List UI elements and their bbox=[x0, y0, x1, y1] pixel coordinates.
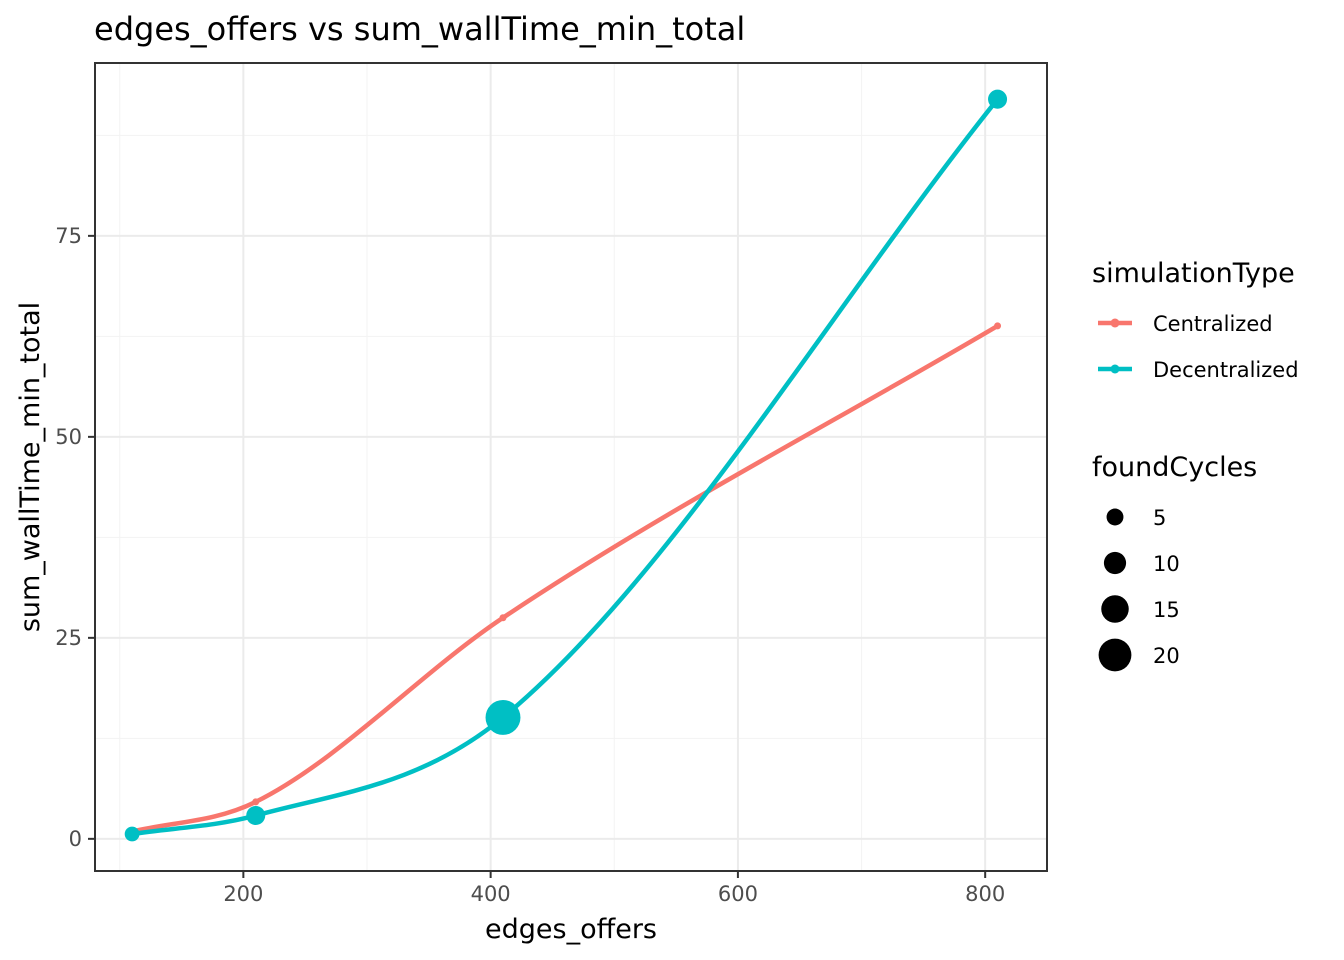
data-point bbox=[246, 806, 266, 826]
data-point bbox=[988, 89, 1008, 109]
data-point bbox=[252, 798, 260, 806]
legend-title: simulationType bbox=[1092, 258, 1295, 289]
x-axis: 200 400 600 800 bbox=[223, 871, 1005, 906]
series-decentralized bbox=[124, 89, 1008, 842]
legend-size-point bbox=[1101, 595, 1129, 623]
legend-label: 5 bbox=[1153, 506, 1166, 530]
x-tick-label: 600 bbox=[718, 882, 758, 906]
plot-grid bbox=[95, 63, 1047, 871]
legend-label: 20 bbox=[1153, 644, 1180, 668]
x-axis-title: edges_offers bbox=[485, 914, 657, 945]
legend-label: 15 bbox=[1153, 598, 1180, 622]
legend-label: Centralized bbox=[1153, 312, 1273, 336]
legend-title: foundCycles bbox=[1092, 452, 1257, 483]
data-point bbox=[994, 322, 1002, 330]
legend-size-point bbox=[1103, 551, 1127, 575]
legend-key-point bbox=[1110, 364, 1120, 374]
y-axis-title: sum_wallTime_min_total bbox=[15, 302, 46, 632]
plot-panel-border bbox=[94, 62, 1048, 872]
y-tick-label: 75 bbox=[55, 224, 82, 248]
data-point bbox=[124, 826, 140, 842]
legend-size-point bbox=[1098, 638, 1132, 672]
x-tick-label: 800 bbox=[965, 882, 1005, 906]
plot-series bbox=[124, 89, 1008, 842]
y-axis: 0 25 50 75 bbox=[55, 224, 95, 851]
legend-label: 10 bbox=[1153, 552, 1180, 576]
legend-simulation-type: simulationType Centralized Decentralized bbox=[1092, 258, 1299, 382]
series-line bbox=[129, 96, 1000, 837]
legend-key-point bbox=[1110, 318, 1120, 328]
series-centralized bbox=[128, 322, 1002, 836]
y-tick-label: 0 bbox=[69, 827, 82, 851]
legend-found-cycles: foundCycles 5 10 15 20 bbox=[1092, 452, 1257, 672]
y-tick-label: 25 bbox=[55, 626, 82, 650]
series-line bbox=[129, 323, 1000, 834]
x-tick-label: 400 bbox=[471, 882, 511, 906]
legend-label: Decentralized bbox=[1153, 358, 1299, 382]
chart-title: edges_offers vs sum_wallTime_min_total bbox=[94, 10, 745, 48]
data-point bbox=[499, 614, 507, 622]
y-tick-label: 50 bbox=[55, 425, 82, 449]
x-tick-label: 200 bbox=[223, 882, 263, 906]
legend-size-point bbox=[1106, 508, 1124, 526]
data-point bbox=[485, 699, 521, 735]
